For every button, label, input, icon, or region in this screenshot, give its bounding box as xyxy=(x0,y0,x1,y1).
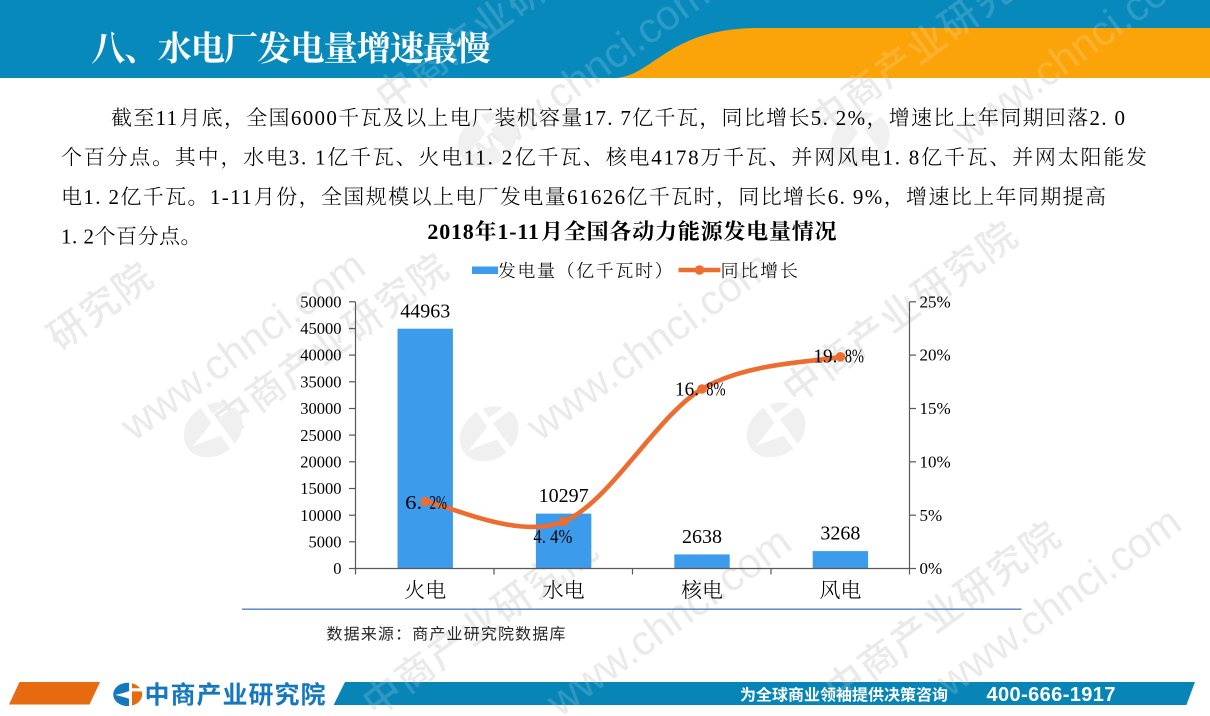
svg-text:2018: 2018 xyxy=(427,219,474,244)
svg-text:3. 1: 3. 1 xyxy=(289,146,328,170)
svg-text:19.: 19. xyxy=(813,345,837,367)
svg-text:25000: 25000 xyxy=(300,426,341,445)
svg-text:4178: 4178 xyxy=(651,146,700,170)
svg-text:1-11: 1-11 xyxy=(497,219,539,244)
svg-text:40000: 40000 xyxy=(300,346,341,365)
svg-text:15000: 15000 xyxy=(300,479,341,498)
svg-text:35000: 35000 xyxy=(300,372,341,391)
svg-text:10000: 10000 xyxy=(300,506,341,525)
svg-text:15%: 15% xyxy=(920,399,951,418)
svg-text:45000: 45000 xyxy=(300,319,341,338)
svg-text:0: 0 xyxy=(333,559,341,578)
svg-text:400-666-1917: 400-666-1917 xyxy=(987,684,1116,706)
svg-text:20000: 20000 xyxy=(300,452,341,471)
svg-text:50000: 50000 xyxy=(300,292,341,311)
svg-text:2. 0: 2. 0 xyxy=(1090,106,1127,130)
svg-text:5. 2%: 5. 2% xyxy=(811,106,867,130)
svg-text:8%: 8% xyxy=(706,379,725,401)
svg-text:1. 2: 1. 2 xyxy=(83,185,120,209)
svg-text:44963: 44963 xyxy=(400,300,450,322)
svg-text:0%: 0% xyxy=(920,559,943,578)
svg-text:3268: 3268 xyxy=(820,522,860,544)
svg-text:2%: 2% xyxy=(430,492,448,514)
svg-text:10%: 10% xyxy=(920,452,951,471)
svg-text:10297: 10297 xyxy=(539,485,589,507)
svg-text:25%: 25% xyxy=(920,292,951,311)
svg-text:16.: 16. xyxy=(675,379,699,401)
svg-text:2638: 2638 xyxy=(682,526,722,548)
svg-text:30000: 30000 xyxy=(300,399,341,418)
svg-text:1. 2: 1. 2 xyxy=(61,225,95,249)
svg-text:61626: 61626 xyxy=(567,185,626,209)
svg-text:5%: 5% xyxy=(920,506,943,525)
svg-text:11. 2: 11. 2 xyxy=(464,146,514,170)
svg-text:6.: 6. xyxy=(405,492,422,514)
svg-text:6000: 6000 xyxy=(291,106,338,130)
svg-text:1. 8: 1. 8 xyxy=(883,146,922,170)
svg-text:5000: 5000 xyxy=(309,532,342,551)
svg-text:11: 11 xyxy=(156,106,179,130)
svg-text:6. 9%: 6. 9% xyxy=(828,185,884,209)
svg-text:4. 4%: 4. 4% xyxy=(533,526,572,548)
svg-text:17. 7: 17. 7 xyxy=(584,106,633,130)
svg-text:1-11: 1-11 xyxy=(210,185,253,209)
svg-text:20%: 20% xyxy=(920,346,951,365)
svg-text:8%: 8% xyxy=(845,345,864,367)
